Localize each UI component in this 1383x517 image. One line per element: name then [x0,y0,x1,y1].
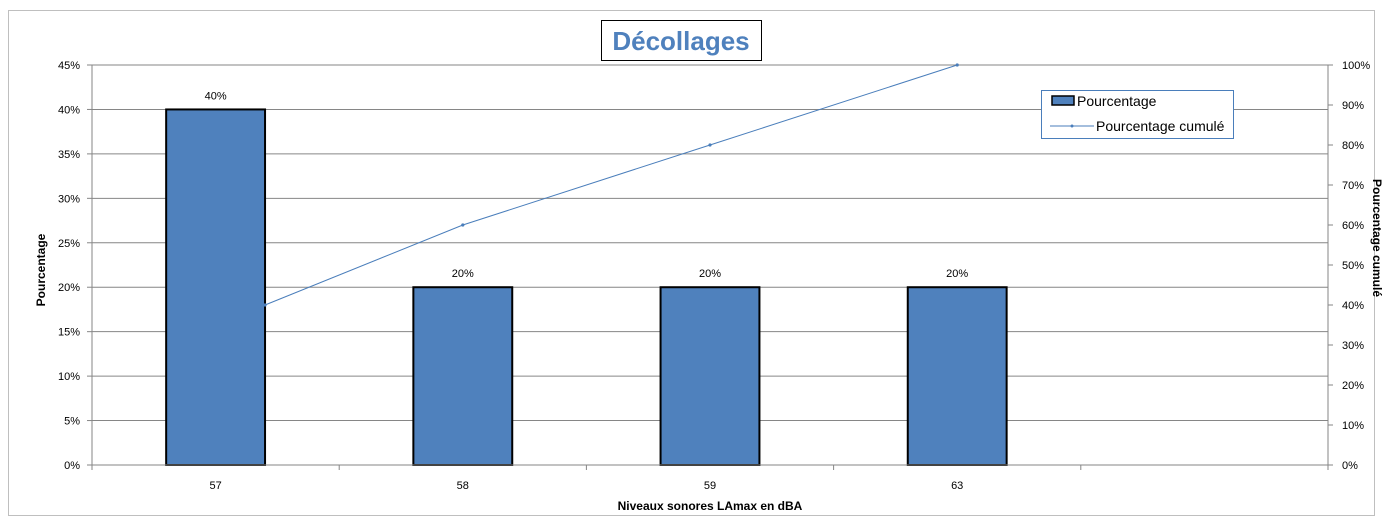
y2-tick-label: 80% [1342,140,1364,152]
bar [412,286,514,466]
line-series [263,63,959,307]
y2-tick-label: 30% [1342,340,1364,352]
y-tick-label: 5% [64,416,80,428]
y-tick-label: 20% [58,282,80,294]
y-tick-label: 30% [58,193,80,205]
y-tick-label: 10% [58,371,80,383]
bar-data-labels: 40% 20% 20% 20% [205,90,969,280]
y2-tick-label: 60% [1342,220,1364,232]
bar-data-label: 20% [699,268,721,280]
x-tick-label: 59 [704,480,716,492]
y-tick-label: 25% [58,238,80,250]
y2-tick-label: 10% [1342,420,1364,432]
y2-tick-labels: 0% 10% 20% 30% 40% 50% 60% 70% 80% 90% 100% [1342,60,1370,472]
y2-tick-label: 100% [1342,60,1370,72]
bar-data-label: 20% [946,268,968,280]
legend: Pourcentage Pourcentage cumulé [1041,90,1234,139]
x-tick-labels: 57 58 59 63 [209,480,963,492]
y2-tick-label: 20% [1342,380,1364,392]
legend-line-label: Pourcentage cumulé [1096,118,1225,134]
x-axis-title: Niveaux sonores LAmax en dBA [618,499,803,513]
x-tick-label: 57 [209,480,221,492]
y-axis-title: Pourcentage [34,233,48,306]
x-tick-label: 63 [951,480,963,492]
chart-title: Décollages [612,26,749,56]
y-tick-label: 0% [64,460,80,472]
y-tick-label: 15% [58,327,80,339]
y2-tick-label: 40% [1342,300,1364,312]
y-tick-label: 45% [58,60,80,72]
legend-line-marker [1070,124,1074,128]
bar-series [165,108,1008,466]
bar [906,286,1008,466]
cumulative-line [264,64,958,306]
y-tick-label: 40% [58,104,80,116]
y2-tick-label: 70% [1342,180,1364,192]
legend-bar-swatch [1051,95,1075,106]
bar [165,108,267,466]
y-tick-label: 35% [58,149,80,161]
gridlines [92,64,1328,422]
bar-data-label: 40% [205,90,227,102]
x-tick-label: 58 [457,480,469,492]
y2-tick-label: 90% [1342,100,1364,112]
cumulative-point [955,63,959,67]
y-tick-labels: 0% 5% 10% 15% 20% 25% 30% 35% 40% 45% [58,60,80,472]
y2-tick-label: 50% [1342,260,1364,272]
axes [87,64,1333,470]
bar [659,286,761,466]
bar-data-label: 20% [452,268,474,280]
chart-title-box: Décollages [601,20,762,61]
y2-tick-label: 0% [1342,460,1358,472]
y2-axis-title: Pourcentage cumulé [1370,179,1383,297]
cumulative-point [708,143,712,147]
cumulative-point [461,223,465,227]
cumulative-point [263,303,267,307]
legend-bar-label: Pourcentage [1077,93,1157,109]
